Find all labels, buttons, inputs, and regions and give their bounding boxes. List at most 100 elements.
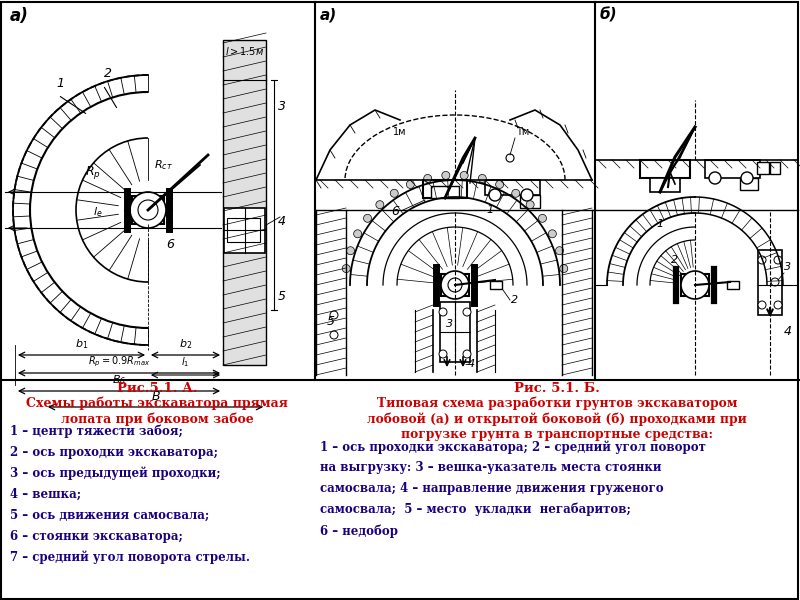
- Text: $B$: $B$: [150, 390, 161, 403]
- Text: 4: 4: [278, 215, 286, 228]
- Circle shape: [758, 256, 766, 264]
- Text: $R_{cт}$: $R_{cт}$: [154, 158, 172, 172]
- Circle shape: [354, 230, 362, 238]
- Bar: [431, 186, 459, 198]
- Text: $B_б$: $B_б$: [112, 373, 126, 387]
- Bar: [223, 40, 266, 365]
- Bar: [440, 302, 470, 362]
- Circle shape: [774, 256, 782, 264]
- Text: 6: 6: [166, 238, 174, 251]
- Text: Рис. 5.1. Б.: Рис. 5.1. Б.: [514, 382, 600, 395]
- Circle shape: [363, 214, 371, 223]
- Text: 1: 1: [486, 205, 494, 215]
- Circle shape: [439, 308, 447, 316]
- Text: 7 – средний угол поворота стрелы.: 7 – средний угол поворота стрелы.: [10, 551, 250, 565]
- Text: 5 – ось движения самосвала;: 5 – ось движения самосвала;: [10, 509, 210, 522]
- Bar: [485, 180, 540, 195]
- Text: 2: 2: [511, 295, 518, 305]
- Circle shape: [560, 265, 568, 272]
- Bar: [758, 250, 782, 315]
- Text: Схемы работы экскаватора прямая
лопата при боковом забое: Схемы работы экскаватора прямая лопата п…: [26, 397, 288, 426]
- Bar: [640, 160, 690, 178]
- Circle shape: [463, 350, 471, 358]
- Circle shape: [390, 189, 398, 197]
- Circle shape: [463, 308, 471, 316]
- Circle shape: [424, 175, 432, 182]
- Circle shape: [774, 301, 782, 309]
- Bar: [423, 180, 467, 198]
- Circle shape: [478, 175, 486, 182]
- Circle shape: [681, 271, 709, 299]
- Text: на выгрузку: 3 – вешка-указатель места стоянки: на выгрузку: 3 – вешка-указатель места с…: [320, 461, 662, 474]
- Text: -4: -4: [465, 359, 475, 369]
- Text: $R_p=0.9R_{max}$: $R_p=0.9R_{max}$: [88, 355, 150, 369]
- Circle shape: [342, 265, 350, 272]
- Circle shape: [758, 301, 766, 309]
- Circle shape: [441, 271, 469, 299]
- Text: $l_1$: $l_1$: [182, 355, 190, 369]
- Circle shape: [555, 247, 563, 254]
- Circle shape: [376, 200, 384, 209]
- Text: 4 – вешка;: 4 – вешка;: [10, 488, 81, 501]
- Bar: [224, 208, 265, 253]
- Text: а): а): [320, 7, 338, 22]
- Circle shape: [448, 278, 462, 292]
- Bar: [490, 281, 502, 289]
- Text: 1 – центр тяжести забоя;: 1 – центр тяжести забоя;: [10, 425, 183, 439]
- Bar: [520, 195, 540, 208]
- Circle shape: [496, 181, 504, 188]
- Text: 1 – ось проходки экскаватора; 2 – средний угол поворот: 1 – ось проходки экскаватора; 2 – средни…: [320, 440, 706, 454]
- Bar: [705, 160, 760, 178]
- Text: 5: 5: [327, 315, 335, 328]
- Text: 2 – ось проходки экскаватора;: 2 – ось проходки экскаватора;: [10, 446, 218, 459]
- Text: Типовая схема разработки грунтов экскаватором
лобовой (а) и открытой боковой (б): Типовая схема разработки грунтов экскава…: [367, 397, 747, 441]
- Text: 6: 6: [391, 205, 399, 218]
- Circle shape: [506, 154, 514, 162]
- Text: $R_p$: $R_p$: [85, 164, 101, 181]
- Circle shape: [741, 172, 753, 184]
- Bar: [727, 281, 739, 289]
- Text: 3 – ось предыдущей проходки;: 3 – ось предыдущей проходки;: [10, 467, 221, 481]
- Text: самосвала;  5 – место  укладки  негабаритов;: самосвала; 5 – место укладки негабаритов…: [320, 503, 631, 517]
- Circle shape: [130, 192, 166, 228]
- Text: 1м: 1м: [394, 127, 406, 137]
- Text: $l>1.5м$: $l>1.5м$: [225, 45, 264, 57]
- Circle shape: [138, 200, 158, 220]
- Text: 2: 2: [671, 255, 678, 265]
- Text: 3: 3: [785, 262, 791, 272]
- Circle shape: [521, 189, 533, 201]
- Text: 3: 3: [446, 319, 454, 329]
- Bar: [770, 162, 780, 174]
- Bar: [681, 274, 709, 296]
- Circle shape: [709, 172, 721, 184]
- Bar: [757, 162, 769, 174]
- Text: 5: 5: [278, 290, 286, 303]
- Circle shape: [526, 200, 534, 209]
- Bar: [740, 178, 758, 190]
- Text: Тм: Тм: [516, 127, 530, 137]
- Circle shape: [439, 350, 447, 358]
- Text: $b_2$: $b_2$: [179, 337, 192, 351]
- Circle shape: [330, 311, 338, 319]
- Circle shape: [406, 181, 414, 188]
- Bar: [227, 218, 260, 242]
- Circle shape: [548, 230, 556, 238]
- Text: $b_1$: $b_1$: [75, 337, 88, 351]
- Text: 3: 3: [278, 100, 286, 113]
- Text: самосвала; 4 – направление движения груженого: самосвала; 4 – направление движения груж…: [320, 482, 664, 495]
- Text: 6 – стоянки экскаватора;: 6 – стоянки экскаватора;: [10, 530, 183, 543]
- Text: б): б): [600, 7, 618, 22]
- Circle shape: [771, 278, 779, 286]
- Text: Рис.5.1. А.: Рис.5.1. А.: [117, 382, 198, 395]
- Circle shape: [538, 214, 546, 223]
- Circle shape: [346, 247, 354, 254]
- Text: 1: 1: [56, 77, 64, 90]
- Circle shape: [442, 172, 450, 179]
- Bar: [650, 178, 680, 192]
- Text: а): а): [10, 7, 29, 25]
- Circle shape: [330, 331, 338, 339]
- Bar: [441, 274, 469, 296]
- Text: 2: 2: [104, 67, 112, 80]
- Circle shape: [460, 172, 468, 179]
- Text: 6 – недобор: 6 – недобор: [320, 524, 398, 538]
